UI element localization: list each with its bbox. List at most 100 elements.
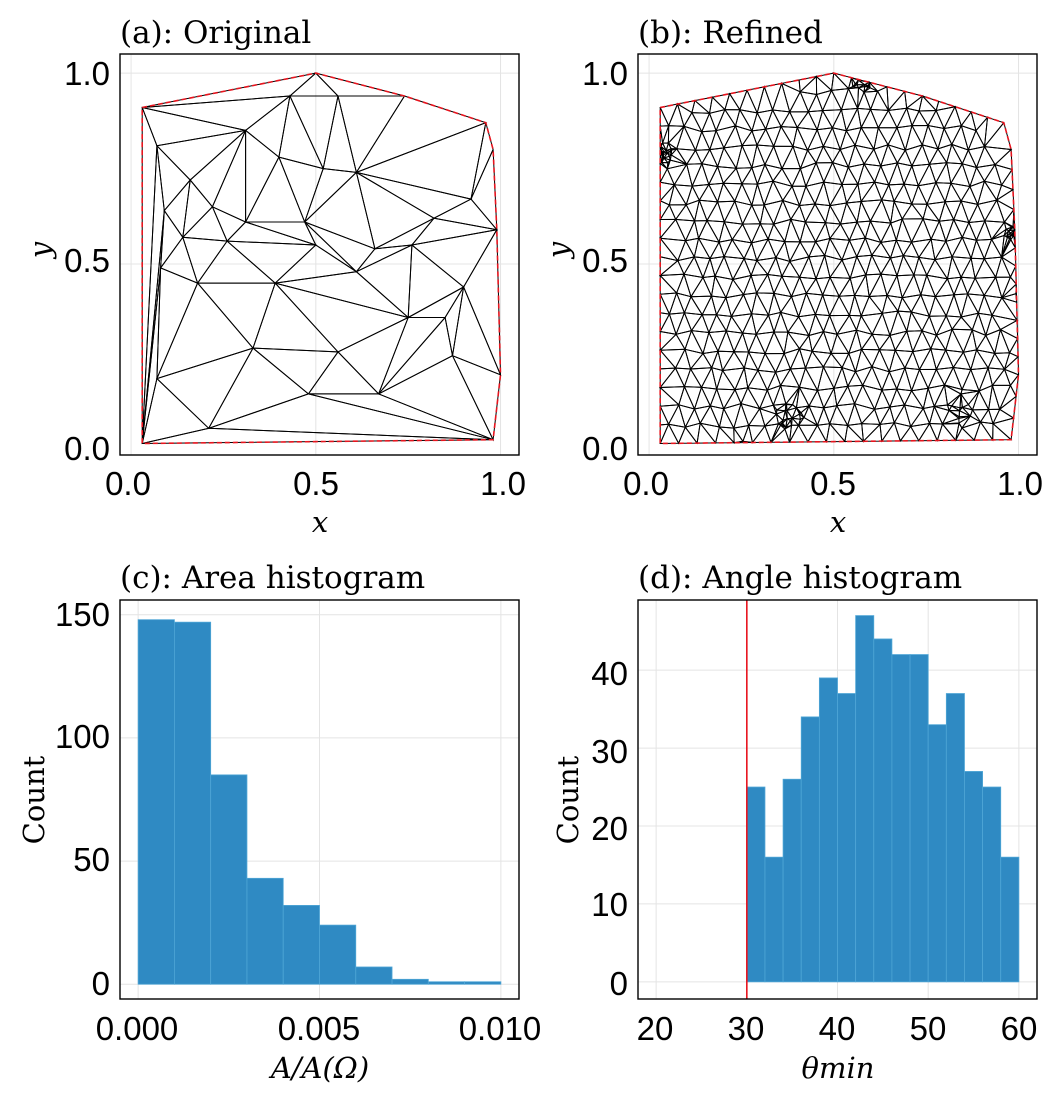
mesh-triangle bbox=[763, 82, 783, 112]
mesh-triangle bbox=[910, 293, 931, 317]
mesh-triangle bbox=[814, 313, 831, 333]
mesh-triangle bbox=[675, 272, 692, 298]
y-tick-label: 0.5 bbox=[582, 242, 628, 279]
mesh-triangle bbox=[378, 316, 454, 395]
mesh-triangle bbox=[805, 292, 824, 316]
mesh-triangle bbox=[732, 274, 752, 296]
mesh-triangle bbox=[922, 218, 941, 241]
mesh-triangle bbox=[846, 370, 864, 387]
mesh-triangle bbox=[665, 141, 672, 152]
mesh-triangle bbox=[856, 254, 873, 277]
mesh-triangle bbox=[686, 163, 703, 188]
mesh-triangle bbox=[994, 148, 1013, 171]
mesh-triangle bbox=[710, 295, 727, 317]
mesh-triangle bbox=[947, 409, 961, 418]
mesh-triangle bbox=[691, 112, 711, 133]
histogram-bar bbox=[837, 693, 857, 983]
x-tick-label: 60 bbox=[1001, 1010, 1038, 1047]
mesh-triangle bbox=[930, 219, 947, 242]
mesh-triangle bbox=[896, 274, 915, 300]
mesh-triangle bbox=[961, 221, 978, 241]
mesh-triangle bbox=[863, 86, 872, 93]
mesh-triangle bbox=[711, 349, 724, 372]
mesh-triangle bbox=[683, 367, 703, 388]
mesh-triangle bbox=[853, 273, 870, 298]
mesh-triangle bbox=[208, 393, 494, 441]
mesh-triangle bbox=[960, 388, 980, 395]
mesh-triangle bbox=[772, 383, 787, 406]
mesh-triangle bbox=[718, 407, 735, 429]
mesh-triangle bbox=[1000, 167, 1014, 191]
mesh-triangle bbox=[1008, 229, 1016, 234]
mesh-triangle bbox=[953, 293, 969, 319]
x-tick-label: 0.5 bbox=[810, 465, 856, 502]
mesh-triangle bbox=[700, 386, 718, 408]
mesh-triangle bbox=[734, 387, 749, 405]
panel-area-histogram: (c): Area histogram 0.000 0.005 0.010 0 … bbox=[17, 560, 541, 1085]
y-tick-label: 150 bbox=[55, 596, 110, 633]
mesh-triangle bbox=[943, 384, 962, 406]
mesh-triangle bbox=[708, 182, 724, 204]
mesh-triangle bbox=[303, 171, 376, 250]
mesh-triangle bbox=[721, 350, 746, 372]
mesh-triangle bbox=[789, 204, 807, 223]
mesh-triangle bbox=[930, 238, 947, 261]
mesh-triangle bbox=[943, 105, 962, 130]
mesh-triangle bbox=[750, 313, 770, 336]
mesh-triangle bbox=[970, 257, 986, 280]
mesh-triangle bbox=[788, 90, 810, 113]
mesh-triangle bbox=[860, 348, 881, 368]
y-tick-label: 10 bbox=[591, 886, 628, 923]
mesh-triangle bbox=[960, 124, 977, 152]
mesh-triangle bbox=[773, 275, 793, 298]
mesh-triangle bbox=[856, 220, 872, 240]
mesh-triangle bbox=[983, 163, 1003, 186]
y-tick-label: 1.0 bbox=[64, 55, 110, 92]
mesh-triangle bbox=[854, 126, 875, 150]
mesh-triangle bbox=[878, 349, 896, 374]
histogram-bar bbox=[282, 905, 320, 985]
mesh-triangle bbox=[307, 351, 380, 395]
mesh-triangle bbox=[960, 185, 979, 206]
mesh-triangle bbox=[784, 241, 801, 263]
mesh-triangle bbox=[848, 237, 867, 258]
mesh-triangle bbox=[678, 385, 696, 410]
mesh-triangle bbox=[711, 367, 724, 391]
mesh-triangle bbox=[877, 109, 898, 129]
mesh-triangle bbox=[873, 388, 891, 410]
mesh-triangle bbox=[901, 203, 925, 220]
mesh-triangle bbox=[808, 313, 825, 337]
histogram-bar bbox=[464, 981, 502, 985]
x-tick-label: 0.5 bbox=[293, 465, 339, 502]
histogram-bar bbox=[873, 638, 893, 983]
panel-a-x-axis-label: x bbox=[312, 505, 328, 539]
mesh-triangle bbox=[756, 163, 774, 185]
panel-a-mesh bbox=[141, 72, 502, 445]
mesh-triangle bbox=[871, 311, 891, 336]
mesh-triangle bbox=[971, 408, 990, 423]
mesh-triangle bbox=[722, 388, 742, 410]
mesh-triangle bbox=[701, 111, 717, 133]
mesh-triangle bbox=[322, 95, 358, 173]
mesh-triangle bbox=[896, 162, 913, 186]
panel-c-x-axis-label: A/A(Ω) bbox=[268, 1051, 369, 1085]
mesh-triangle bbox=[880, 256, 898, 277]
mesh-triangle bbox=[691, 99, 711, 114]
mesh-triangle bbox=[666, 163, 688, 186]
panel-original-mesh: (a): Original 0.0 0.5 1.0 0.0 0.5 1.0 x … bbox=[23, 15, 526, 539]
mesh-triangle bbox=[873, 126, 889, 150]
mesh-triangle bbox=[975, 238, 993, 261]
histogram-bar bbox=[210, 774, 248, 985]
mesh-triangle bbox=[701, 163, 719, 186]
mesh-triangle bbox=[733, 401, 750, 429]
mesh-triangle bbox=[889, 404, 906, 424]
x-tick-label: 0.010 bbox=[459, 1010, 542, 1047]
mesh-triangle bbox=[759, 223, 775, 241]
mesh-triangle bbox=[159, 209, 184, 270]
histogram-bar bbox=[927, 724, 947, 983]
mesh-triangle bbox=[378, 317, 447, 395]
y-tick-label: 50 bbox=[73, 841, 110, 878]
mesh-triangle bbox=[879, 422, 896, 443]
mesh-triangle bbox=[877, 127, 898, 146]
mesh-triangle bbox=[945, 218, 964, 243]
